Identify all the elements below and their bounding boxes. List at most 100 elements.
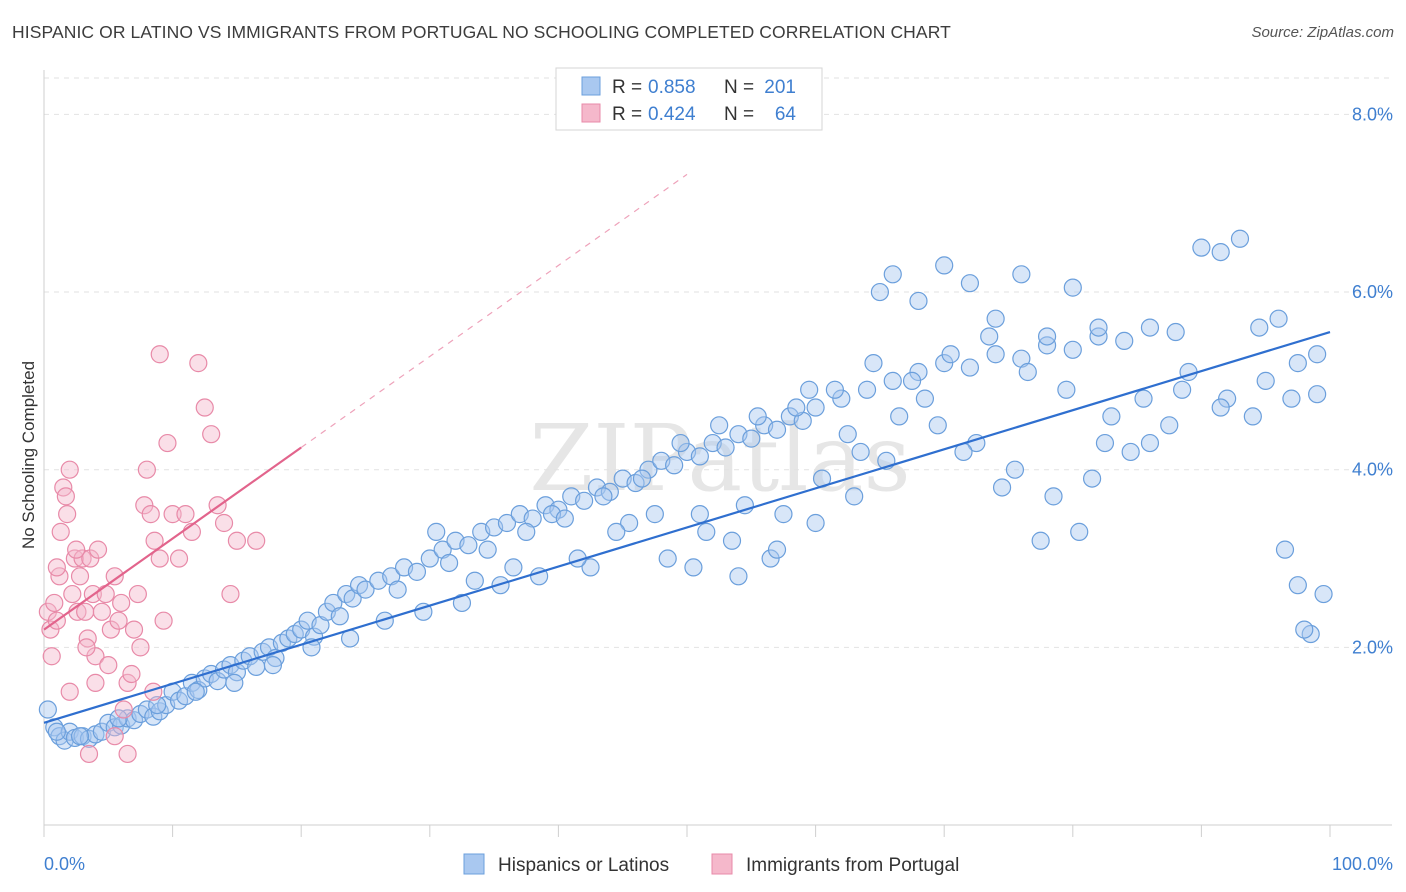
- blue-data-point: [890, 407, 909, 426]
- pink-data-point: [51, 522, 70, 541]
- blue-data-point: [517, 522, 536, 541]
- trend-lines: [43, 173, 1331, 724]
- blue-data-point: [767, 420, 787, 439]
- legend-n-value: 64: [775, 104, 797, 125]
- pink-data-point: [145, 531, 164, 550]
- blue-data-point: [47, 722, 66, 741]
- blue-data-point: [645, 505, 664, 524]
- blue-data-point: [729, 567, 748, 586]
- chart-title: HISPANIC OR LATINO VS IMMIGRANTS FROM PO…: [12, 22, 951, 42]
- pink-data-point: [247, 531, 266, 550]
- pink-data-point: [105, 567, 124, 586]
- pink-data-point: [42, 647, 61, 666]
- blue-data-point: [1095, 433, 1115, 453]
- pink-data-point: [45, 593, 64, 613]
- blue-data-point: [1288, 354, 1307, 373]
- blue-data-point: [684, 558, 703, 577]
- blue-data-point: [697, 522, 716, 541]
- pink-data-point: [73, 549, 92, 568]
- blue-data-point: [388, 580, 407, 599]
- pink-data-point: [163, 505, 182, 524]
- blue-data-point: [1063, 278, 1082, 297]
- legend-r-value: 0.858: [648, 77, 696, 98]
- blue-data-point: [1037, 327, 1057, 346]
- blue-data-point: [1314, 584, 1333, 604]
- watermark: ZIPatlas: [529, 405, 910, 512]
- pink-data-point: [176, 505, 195, 524]
- pink-data-point: [195, 398, 214, 417]
- blue-data-point: [439, 553, 459, 573]
- blue-data-point: [1211, 242, 1230, 262]
- pink-data-point: [214, 513, 234, 533]
- pink-data-point: [112, 593, 131, 613]
- y-tick-label: 6.0%: [1352, 282, 1393, 302]
- blue-data-point: [1140, 433, 1160, 453]
- blue-data-point: [748, 407, 767, 426]
- pink-data-point: [47, 558, 66, 577]
- blue-data-point: [806, 398, 825, 417]
- blue-data-point: [1230, 229, 1250, 248]
- blue-data-point: [594, 487, 613, 506]
- blue-data-point: [186, 682, 205, 701]
- blue-data-point: [607, 522, 626, 541]
- blue-data-point: [1211, 398, 1230, 417]
- blue-data-point: [870, 282, 890, 302]
- pink-data-point: [88, 540, 108, 559]
- blue-data-point: [1282, 389, 1301, 408]
- axes: 0.0% 100.0%: [43, 70, 1393, 874]
- blue-data-point: [575, 491, 594, 510]
- blue-data-point: [1308, 345, 1327, 364]
- pink-data-point: [137, 460, 156, 479]
- blue-data-point: [806, 513, 825, 533]
- blue-data-point: [1140, 318, 1160, 337]
- blue-data-point: [1070, 522, 1089, 541]
- pink-data-point: [92, 602, 111, 621]
- pink-legend-swatch: [581, 103, 601, 123]
- blue-data-point: [452, 593, 472, 613]
- blue-data-point: [70, 727, 90, 746]
- pink-data-point: [131, 638, 150, 657]
- blue-data-point: [632, 469, 652, 488]
- pink-data-point: [150, 549, 169, 568]
- blue-data-point: [1308, 385, 1327, 404]
- blue-data-point: [1192, 238, 1211, 257]
- x-tick-label: 100.0%: [1332, 854, 1393, 874]
- blue-data-point: [710, 416, 729, 435]
- pink-data-point: [169, 549, 189, 568]
- blue-data-point: [851, 442, 870, 462]
- blue-data-point: [992, 478, 1012, 497]
- blue-data-point: [1250, 318, 1269, 337]
- blue-data-point: [1288, 576, 1307, 595]
- blue-data-point: [883, 371, 902, 390]
- blue-data-point: [1057, 380, 1076, 399]
- pink-data-point: [135, 496, 154, 515]
- legend-n-label: N =: [724, 77, 754, 98]
- pink-data-point: [60, 460, 79, 479]
- blue-data-point: [690, 505, 709, 524]
- blue-data-point: [620, 513, 639, 533]
- pink-data-point: [60, 682, 79, 701]
- pink-data-point: [150, 345, 169, 364]
- blue-data-point: [986, 345, 1005, 364]
- blue-data-point: [774, 505, 793, 524]
- blue-data-point: [459, 536, 478, 555]
- blue-data-point: [909, 362, 928, 382]
- blue-trend-line: [43, 330, 1331, 724]
- blue-data-point: [838, 425, 857, 444]
- blue-data-point: [902, 371, 922, 390]
- series-legend-label: Hispanics or Latinos: [498, 855, 669, 876]
- blue-data-point: [767, 540, 787, 559]
- blue-data-point: [690, 447, 709, 466]
- blue-data-point: [1115, 331, 1134, 351]
- blue-data-point: [414, 602, 433, 621]
- blue-data-point: [1134, 389, 1153, 408]
- stats-legend: R = 0.858 N = 201 R = 0.424 N = 64: [555, 67, 823, 131]
- blue-data-point: [497, 513, 517, 533]
- blue-data-point: [581, 558, 600, 577]
- blue-data-point: [1269, 309, 1288, 328]
- blue-data-point: [787, 398, 806, 417]
- blue-data-point: [864, 354, 883, 373]
- blue-data-point: [375, 611, 394, 630]
- blue-data-point: [1063, 340, 1082, 359]
